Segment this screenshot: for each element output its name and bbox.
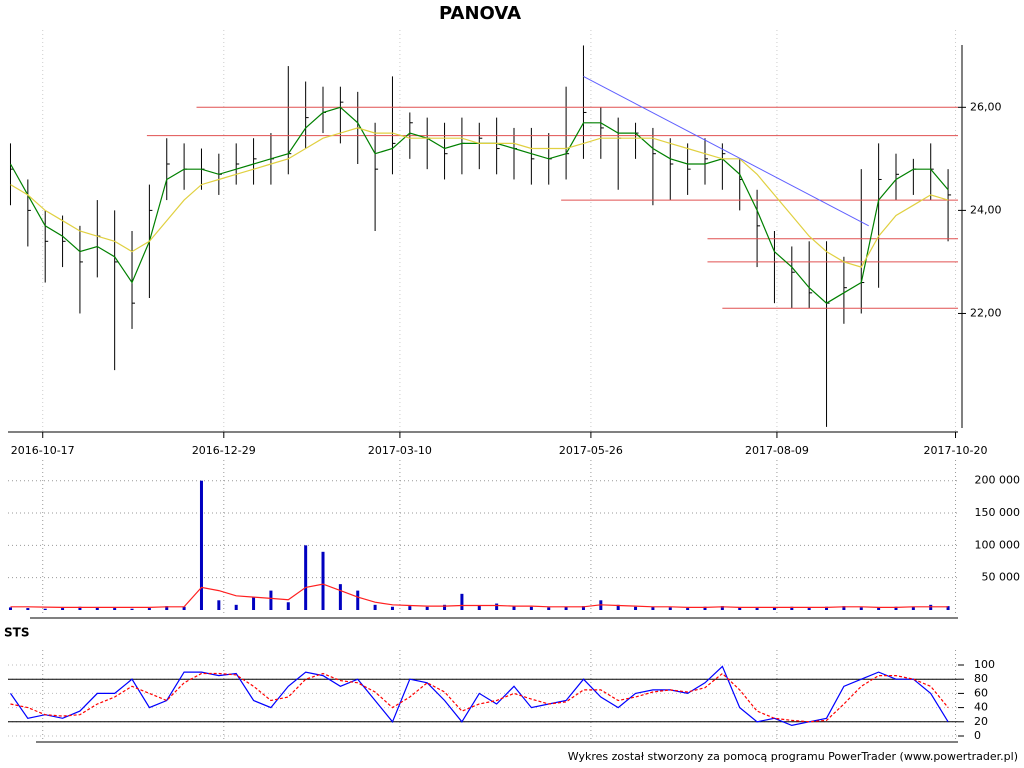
volume-bar: [842, 606, 846, 610]
sts-label: STS: [4, 626, 29, 640]
volume-bar: [43, 608, 47, 610]
volume-average: [10, 583, 949, 608]
x-tick-label: 2016-12-29: [192, 444, 256, 457]
volume-bar: [564, 606, 568, 610]
volume-bar: [425, 606, 429, 610]
volume-bar: [929, 604, 933, 610]
volume-bar: [790, 606, 794, 610]
y-tick-label: 26,00: [970, 100, 1002, 113]
y-tick-label: 24,00: [970, 203, 1002, 216]
moving-average: [10, 127, 949, 268]
sts-line: [10, 665, 949, 727]
volume-bar: [460, 593, 464, 610]
y-tick-label: 200 000: [975, 474, 1021, 487]
volume-bar: [269, 590, 273, 610]
y-tick-label: 40: [974, 701, 988, 714]
volume-bar: [182, 606, 186, 610]
x-tick-label: 2017-10-20: [924, 444, 988, 457]
y-tick-label: 150 000: [975, 506, 1021, 519]
y-tick-label: 22,00: [970, 306, 1002, 319]
sts-line: [10, 672, 949, 723]
volume-bar: [668, 607, 672, 610]
volume-bar: [807, 608, 811, 610]
y-tick-label: 80: [974, 672, 988, 685]
y-tick-label: 100: [974, 658, 995, 671]
footer: Wykres został stworzony za pomocą progra…: [568, 750, 1018, 763]
x-tick-label: 2017-05-26: [559, 444, 623, 457]
trend-line: [583, 75, 869, 227]
volume-bar: [113, 608, 117, 610]
volume-bar: [859, 607, 863, 610]
volume-bar: [703, 606, 707, 610]
volume-bar: [61, 608, 65, 610]
volume-bar: [217, 600, 221, 610]
volume-bar: [495, 603, 499, 610]
volume-bar: [408, 606, 412, 610]
y-tick-label: 100 000: [975, 538, 1021, 551]
volume-bar: [234, 604, 238, 610]
y-tick-label: 50 000: [982, 571, 1021, 584]
volume-bar: [304, 545, 308, 610]
volume-bar: [286, 602, 290, 610]
y-tick-label: 20: [974, 715, 988, 728]
x-tick-label: 2017-03-10: [368, 444, 432, 457]
volume-bar: [634, 606, 638, 610]
volume-bar: [199, 480, 203, 610]
volume-bar: [26, 608, 30, 610]
volume-bar: [529, 606, 533, 610]
volume-bar: [78, 606, 82, 610]
volume-bar: [95, 607, 99, 610]
volume-bar: [720, 606, 724, 610]
volume-bar: [443, 604, 447, 610]
volume-bar: [946, 606, 950, 610]
volume-bar: [512, 606, 516, 610]
volume-bar: [252, 597, 256, 610]
volume-bar: [147, 608, 151, 610]
volume-bar: [130, 608, 134, 610]
volume-bar: [877, 607, 881, 610]
volume-bar: [338, 584, 342, 610]
y-tick-label: 60: [974, 686, 988, 699]
x-tick-label: 2017-08-09: [745, 444, 809, 457]
volume-bar: [8, 607, 12, 610]
volume-bar: [356, 590, 360, 610]
volume-bar: [165, 606, 169, 610]
y-tick-label: 0: [974, 729, 981, 742]
x-tick-label: 2016-10-17: [11, 444, 75, 457]
volume-bar: [321, 551, 325, 610]
volume-bar: [373, 604, 377, 610]
volume-bar: [772, 607, 776, 610]
volume-bar: [894, 606, 898, 610]
volume-bar: [911, 606, 915, 610]
volume-bar: [547, 607, 551, 610]
volume-bar: [390, 606, 394, 610]
volume-bar: [686, 608, 690, 610]
volume-bar: [738, 607, 742, 610]
volume-bar: [825, 606, 829, 610]
volume-bar: [581, 606, 585, 610]
volume-bar: [651, 606, 655, 610]
volume-bar: [755, 608, 759, 610]
volume-bar: [616, 604, 620, 610]
chart-title: PANOVA: [439, 3, 521, 24]
volume-bar: [477, 605, 481, 610]
